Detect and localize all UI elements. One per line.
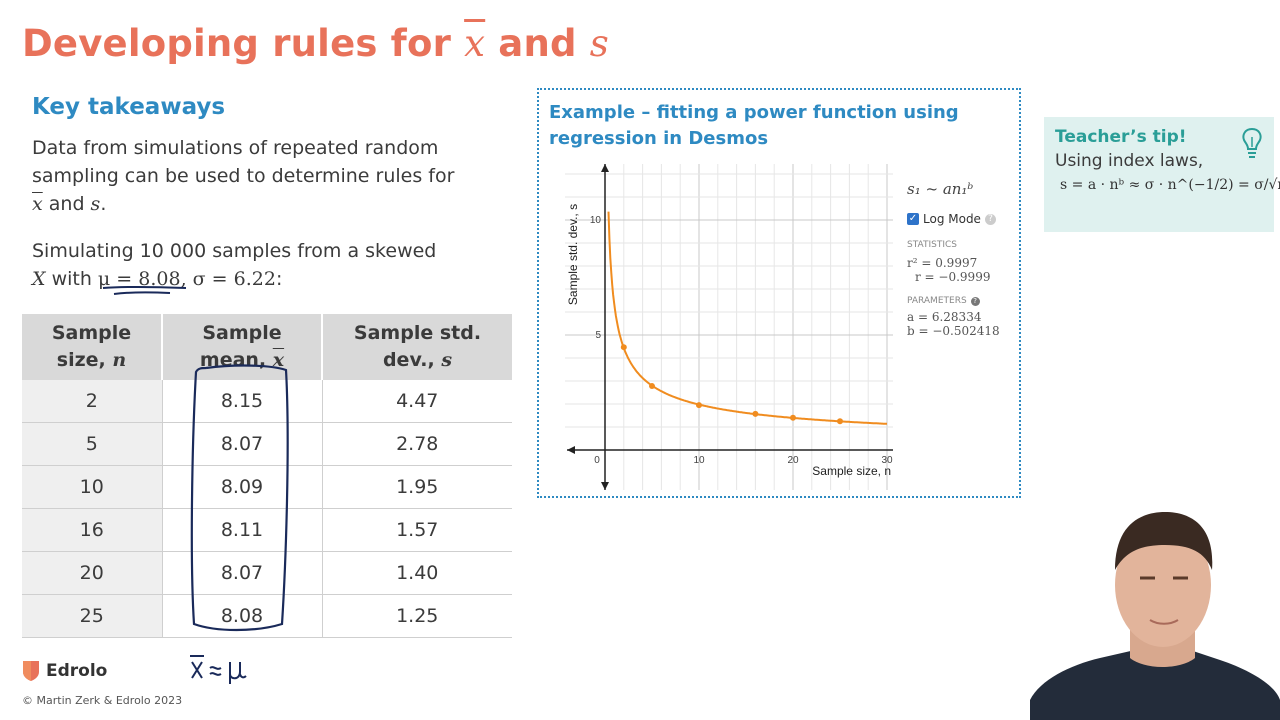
r-squared-value: r² = 0.9997: [907, 256, 978, 270]
cell-sd: 4.47: [322, 380, 512, 423]
table-header-row: Sample size, n Sample mean, x Sample std. d…: [22, 314, 512, 380]
edrolo-logo: Edrolo: [22, 660, 107, 682]
parameters-label: PARAMETERS: [907, 296, 967, 306]
teachers-tip: Teacher’s tip! Using index laws, s = a ·…: [1044, 117, 1280, 232]
cell-mean: 8.08: [162, 594, 323, 638]
cell-n: 16: [22, 508, 163, 552]
takeaway-paragraph-2: Simulating 10 000 samples from a skewed …: [32, 240, 437, 290]
data-point: [790, 414, 796, 421]
x-axis-arrow: [567, 446, 575, 454]
x-tick-label: 30: [881, 455, 893, 466]
x-tick-label: 20: [787, 455, 799, 466]
cell-n: 2: [22, 380, 163, 423]
log-mode-label: Log Mode: [923, 212, 981, 226]
cell-n: 5: [22, 422, 163, 466]
mean-column-annotation: [190, 364, 289, 632]
table-row: 10 8.09 1.95: [22, 465, 512, 509]
page-title: Developing rules for x and s: [22, 22, 609, 65]
r-value: r = −0.9999: [915, 270, 991, 284]
data-point: [620, 344, 627, 351]
help-icon[interactable]: ?: [970, 296, 980, 306]
cell-mean: 8.11: [162, 508, 323, 552]
table-row: 25 8.08 1.25: [22, 594, 512, 638]
tip-text: Using index laws,: [1055, 151, 1204, 171]
cell-n: 10: [22, 465, 163, 509]
regression-formula: s₁ ~ an₁ᵇ: [907, 180, 974, 198]
mu-value: μ = 8.08: [97, 268, 181, 290]
key-takeaways-heading: Key takeaways: [32, 94, 226, 120]
y-axis-label: Sample std. dev., s: [566, 204, 580, 305]
header-sample-mean: Sample mean, x: [162, 314, 323, 380]
example-title: Example – fitting a power function using…: [549, 102, 959, 149]
desmos-panel: s₁ ~ an₁ᵇ ✓ Log Mode ? STATISTICS r² = 0…: [907, 180, 1017, 338]
cell-n: 20: [22, 551, 163, 595]
header-sample-size: Sample size, n: [22, 314, 163, 380]
data-point: [837, 418, 843, 425]
cell-mean: 8.07: [162, 422, 323, 466]
y-tick-label: 5: [595, 330, 601, 341]
header-sample-sd: Sample std. dev., s: [322, 314, 512, 380]
simulation-table: Sample size, n Sample mean, x Sample std. d…: [22, 314, 512, 638]
copyright: © Martin Zerk & Edrolo 2023: [22, 694, 183, 707]
cell-mean: 8.15: [162, 380, 323, 423]
param-b-value: b = −0.502418: [907, 324, 1000, 338]
tip-formula: s = a · nᵇ ≈ σ · n^(−1/2) = σ/√n: [1060, 177, 1280, 193]
x-tick-label: 0: [594, 455, 600, 466]
table-row: 2 8.15 4.47: [22, 380, 512, 423]
logo-text: Edrolo: [46, 661, 108, 681]
table-row: 16 8.11 1.57: [22, 508, 512, 552]
y-axis-arrow: [601, 164, 609, 172]
data-point: [752, 410, 759, 417]
takeaway-paragraph-1: Data from simulations of repeated random…: [32, 137, 455, 215]
log-mode-row: ✓ Log Mode ?: [907, 212, 1017, 226]
y-tick-label: 10: [590, 215, 602, 226]
presenter-video: [1030, 512, 1280, 720]
tip-heading: Teacher’s tip!: [1055, 127, 1187, 147]
example-panel: Example – fitting a power function using…: [537, 88, 1021, 498]
param-a-value: a = 6.28334: [907, 310, 982, 324]
data-point: [696, 402, 702, 409]
cell-mean: 8.07: [162, 551, 323, 595]
edrolo-shield-icon: [23, 661, 39, 681]
table-row: 5 8.07 2.78: [22, 422, 512, 466]
cell-sd: 1.25: [322, 594, 512, 638]
handwritten-note: [190, 655, 247, 684]
cell-mean: 8.09: [162, 465, 323, 509]
mu-underline-annotation: [102, 285, 187, 295]
y-axis-arrow: [601, 482, 609, 490]
cell-sd: 1.57: [322, 508, 512, 552]
cell-sd: 2.78: [322, 422, 512, 466]
log-mode-checkbox[interactable]: ✓: [907, 213, 919, 225]
lightbulb-icon: [1242, 127, 1262, 158]
x-tick-label: 10: [693, 455, 705, 466]
x-axis-label: Sample size, n: [812, 464, 891, 478]
cell-sd: 1.95: [322, 465, 512, 509]
table-row: 20 8.07 1.40: [22, 551, 512, 595]
parameters-row: PARAMETERS ?: [907, 296, 1017, 306]
help-icon[interactable]: ?: [984, 213, 996, 225]
statistics-label: STATISTICS: [907, 240, 957, 250]
cell-n: 25: [22, 594, 163, 638]
cell-sd: 1.40: [322, 551, 512, 595]
desmos-graph[interactable]: 0 10 20 30 5 10 Sample size, n Sample std. dev.…: [559, 160, 899, 496]
data-point: [649, 383, 655, 390]
